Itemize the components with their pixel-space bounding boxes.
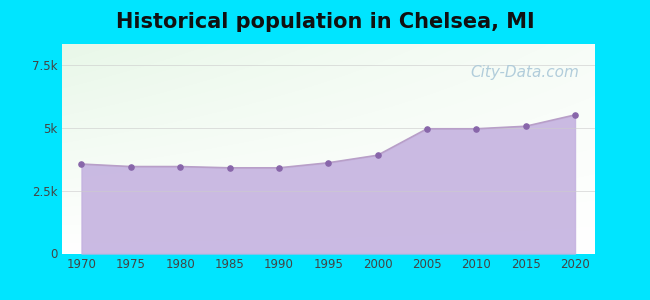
Text: Historical population in Chelsea, MI: Historical population in Chelsea, MI — [116, 12, 534, 32]
Point — [224, 165, 235, 170]
Point — [323, 160, 333, 165]
Text: City-Data.com: City-Data.com — [470, 64, 578, 80]
Point — [175, 164, 185, 169]
Point — [521, 124, 531, 129]
Point — [125, 164, 136, 169]
Point — [471, 126, 482, 131]
Point — [274, 165, 284, 170]
Point — [76, 162, 86, 167]
Point — [422, 126, 432, 131]
Point — [372, 153, 383, 158]
Point — [570, 112, 580, 117]
